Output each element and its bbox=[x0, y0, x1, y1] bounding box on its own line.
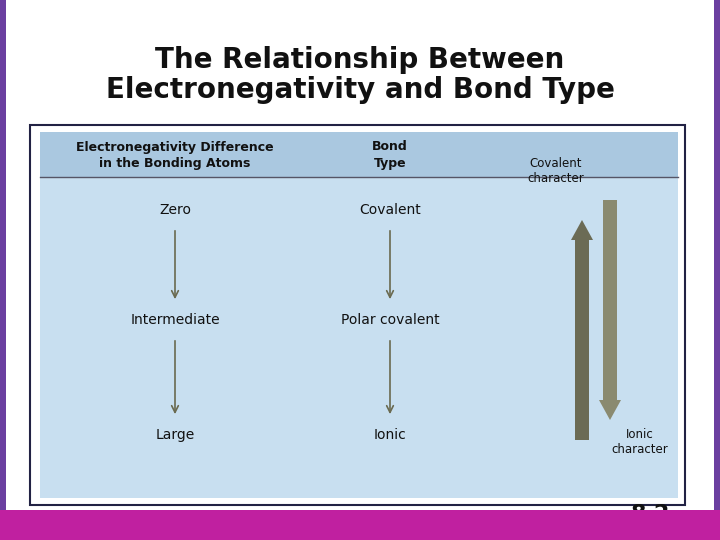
Text: Electronegativity Difference: Electronegativity Difference bbox=[76, 140, 274, 153]
Text: Zero: Zero bbox=[159, 203, 191, 217]
Bar bbox=[30, 125, 685, 505]
Text: Ionic: Ionic bbox=[374, 428, 406, 442]
Text: Bond: Bond bbox=[372, 140, 408, 153]
Bar bbox=[40, 132, 678, 498]
FancyArrow shape bbox=[571, 220, 593, 440]
Text: Electronegativity and Bond Type: Electronegativity and Bond Type bbox=[106, 76, 614, 104]
Text: Copyright© Houghton Mifflin Company. All rights reserved.: Copyright© Houghton Mifflin Company. All… bbox=[376, 523, 705, 533]
Text: Ionic
character: Ionic character bbox=[611, 428, 668, 456]
Text: in the Bonding Atoms: in the Bonding Atoms bbox=[99, 158, 251, 171]
FancyArrow shape bbox=[599, 200, 621, 420]
Text: The Relationship Between: The Relationship Between bbox=[156, 46, 564, 74]
Text: Intermediate: Intermediate bbox=[130, 313, 220, 327]
Text: Polar covalent: Polar covalent bbox=[341, 313, 439, 327]
Text: Type: Type bbox=[374, 158, 406, 171]
Text: Covalent: Covalent bbox=[359, 203, 421, 217]
Text: Covalent
character: Covalent character bbox=[528, 157, 585, 185]
Text: 8.2: 8.2 bbox=[631, 504, 670, 524]
Text: Large: Large bbox=[156, 428, 194, 442]
Text: Chapter 8 | Slide 15: Chapter 8 | Slide 15 bbox=[15, 523, 126, 534]
Bar bbox=[40, 132, 678, 177]
